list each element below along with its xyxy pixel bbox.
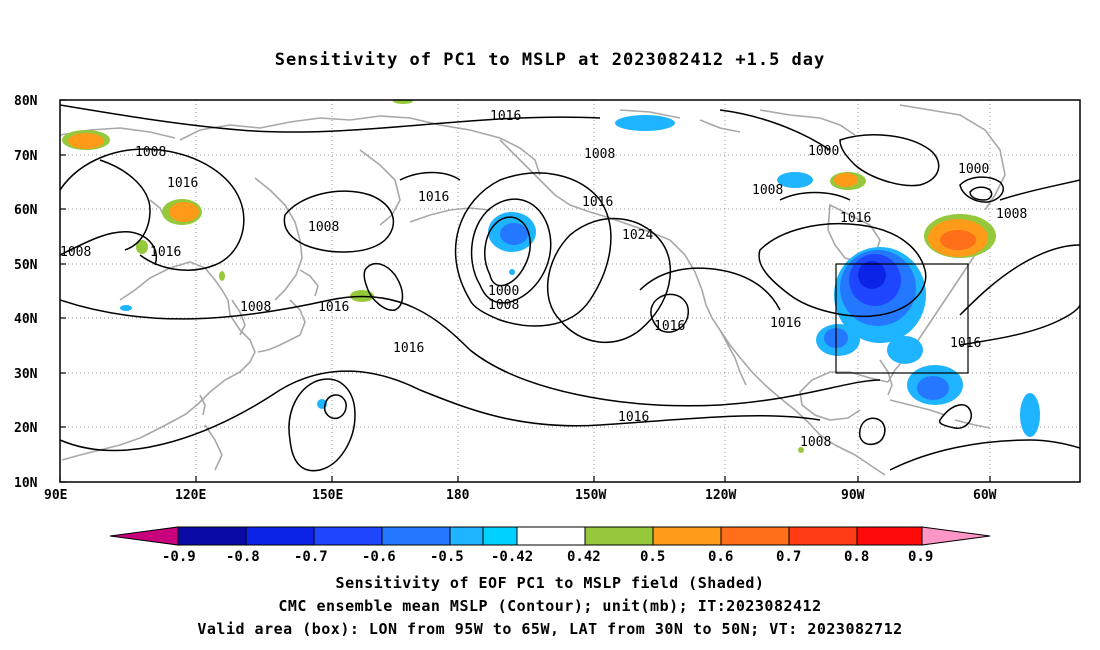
tick-marks	[59, 99, 991, 483]
lat-tick-label: 60N	[14, 203, 38, 218]
contour-label: 1024	[622, 228, 653, 243]
lon-tick-label: 150E	[312, 488, 343, 503]
latitude-labels: 80N 70N 60N 50N 40N 30N 20N 10N	[14, 94, 38, 491]
contour-label: 1016	[618, 410, 649, 425]
lat-tick-label: 40N	[14, 312, 38, 327]
contour-label: 1016	[418, 190, 449, 205]
colorbar-swatch	[177, 526, 247, 546]
contour-label: 1008	[752, 183, 783, 198]
colorbar-label: 0.7	[776, 549, 801, 565]
lat-tick-label: 50N	[14, 258, 38, 273]
contour-label: 1016	[150, 245, 181, 260]
contour-label: 1000	[808, 144, 839, 159]
colorbar-label: -0.6	[362, 549, 396, 565]
colorbar-swatch	[245, 526, 315, 546]
colorbar-label: -0.7	[294, 549, 328, 565]
contour-label: 1008	[135, 145, 166, 160]
map-title: Sensitivity of PC1 to MSLP at 2023082412…	[274, 50, 826, 70]
lat-tick-label: 80N	[14, 94, 38, 109]
lat-tick-label: 20N	[14, 421, 38, 436]
colorbar-low-arrow	[109, 526, 179, 546]
contour-label: 1000	[958, 162, 989, 177]
contour-label: 1016	[167, 176, 198, 191]
contour-label: 1008	[584, 147, 615, 162]
contour-label: 1008	[240, 300, 271, 315]
colorbar-label: 0.42	[567, 549, 601, 565]
colorbar-label: -0.42	[491, 549, 533, 565]
lon-tick-label: 120W	[705, 488, 736, 503]
plot-frame	[59, 99, 1081, 483]
colorbar-swatch	[516, 526, 586, 546]
lat-tick-label: 70N	[14, 149, 38, 164]
colorbar-swatch	[449, 526, 484, 546]
contour-label: 1008	[488, 298, 519, 313]
colorbar-label: -0.5	[430, 549, 464, 565]
contour-label: 1016	[770, 316, 801, 331]
contour-label: 1008	[996, 207, 1027, 222]
colorbar-swatch	[652, 526, 722, 546]
lon-tick-label: 120E	[175, 488, 206, 503]
contour-labels: 1016 1008 1016 1008 1016 1008 1016 1016 …	[60, 109, 1027, 450]
mslp-contours	[60, 104, 1080, 472]
lon-tick-label: 180	[446, 488, 470, 503]
plot-area	[60, 100, 1080, 482]
contour-label: 1008	[800, 435, 831, 450]
colorbar-swatch	[313, 526, 383, 546]
colorbar-swatch	[788, 526, 858, 546]
colorbar-swatch	[381, 526, 451, 546]
colorbar: -0.9 -0.8 -0.7 -0.6 -0.5 -0.42 0.42 0.5 …	[109, 526, 991, 565]
longitude-labels: 90E 120E 150E 180 150W 120W 90W 60W	[44, 488, 997, 503]
colorbar-label: 0.9	[908, 549, 933, 565]
colorbar-swatch	[720, 526, 790, 546]
caption-shading: Sensitivity of EOF PC1 to MSLP field (Sh…	[335, 574, 765, 592]
contour-label: 1016	[318, 300, 349, 315]
contour-label: 1016	[393, 341, 424, 356]
lon-tick-label: 150W	[575, 488, 606, 503]
colorbar-label: 0.5	[640, 549, 665, 565]
colorbar-swatch	[482, 526, 518, 546]
lon-tick-label: 90W	[841, 488, 865, 503]
lat-tick-label: 30N	[14, 367, 38, 382]
colorbar-swatch	[584, 526, 654, 546]
contour-label: 1016	[490, 109, 521, 124]
contour-label: 1008	[60, 245, 91, 260]
caption-contour: CMC ensemble mean MSLP (Contour); unit(m…	[278, 597, 822, 615]
lat-tick-label: 10N	[14, 476, 38, 491]
colorbar-swatch	[856, 526, 923, 546]
colorbar-high-arrow	[921, 526, 991, 546]
lon-tick-label: 90E	[44, 488, 67, 503]
contour-label: 1000	[488, 284, 519, 299]
contour-label: 1016	[950, 336, 981, 351]
contour-label: 1016	[654, 319, 685, 334]
contour-label: 1016	[582, 195, 613, 210]
colorbar-label: -0.9	[162, 549, 196, 565]
contour-label: 1016	[840, 211, 871, 226]
colorbar-label: -0.8	[226, 549, 260, 565]
colorbar-label: 0.6	[708, 549, 733, 565]
colorbar-label: 0.8	[844, 549, 869, 565]
lon-tick-label: 60W	[973, 488, 997, 503]
contour-label: 1008	[308, 220, 339, 235]
caption-valid-area: Valid area (box): LON from 95W to 65W, L…	[197, 620, 903, 638]
valid-area-box	[835, 263, 969, 374]
